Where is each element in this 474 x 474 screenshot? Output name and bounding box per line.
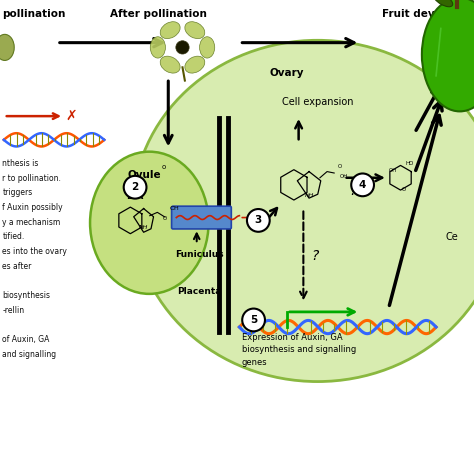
Text: HO: HO — [406, 161, 414, 166]
Ellipse shape — [422, 0, 474, 111]
Text: ?: ? — [349, 183, 357, 198]
Ellipse shape — [150, 37, 165, 58]
Text: 2: 2 — [131, 182, 139, 192]
Text: OH: OH — [170, 206, 180, 211]
Text: After pollination: After pollination — [110, 9, 207, 18]
Text: Ovary: Ovary — [270, 68, 304, 79]
Ellipse shape — [185, 56, 205, 73]
Text: biosynthesis: biosynthesis — [2, 292, 50, 300]
Text: NH: NH — [304, 193, 314, 198]
Text: O: O — [337, 164, 341, 169]
Text: -rellin: -rellin — [2, 306, 25, 315]
Text: pollination: pollination — [2, 9, 66, 18]
Text: triggers: triggers — [2, 189, 33, 197]
Text: IAA: IAA — [127, 192, 144, 201]
FancyBboxPatch shape — [172, 206, 231, 229]
Text: 5: 5 — [250, 315, 257, 325]
Text: O: O — [402, 187, 406, 192]
Text: Funiculus: Funiculus — [175, 250, 223, 259]
Text: OH: OH — [339, 174, 348, 179]
Text: Expression of Auxin, GA
biosynthesis and signalling
genes: Expression of Auxin, GA biosynthesis and… — [242, 333, 356, 367]
Text: 4: 4 — [359, 180, 366, 190]
Text: Placenta: Placenta — [177, 287, 221, 296]
Text: ✗: ✗ — [65, 109, 77, 123]
Ellipse shape — [0, 35, 14, 61]
Ellipse shape — [434, 0, 453, 7]
Circle shape — [247, 209, 270, 232]
Text: Fruit develo: Fruit develo — [382, 9, 452, 18]
Text: f Auxin possibly: f Auxin possibly — [2, 203, 63, 212]
Ellipse shape — [200, 37, 215, 58]
Text: of Auxin, GA: of Auxin, GA — [2, 336, 50, 344]
Circle shape — [242, 309, 265, 331]
Text: 3: 3 — [255, 215, 262, 226]
Circle shape — [351, 173, 374, 196]
Ellipse shape — [185, 22, 205, 38]
Text: OH: OH — [389, 168, 398, 173]
Text: Cell expansion: Cell expansion — [282, 97, 353, 107]
Text: and signalling: and signalling — [2, 350, 56, 359]
Ellipse shape — [160, 56, 180, 73]
Text: ?: ? — [311, 249, 319, 263]
Text: es into the ovary: es into the ovary — [2, 247, 67, 256]
Circle shape — [124, 176, 146, 199]
Ellipse shape — [160, 22, 180, 38]
Text: y a mechanism: y a mechanism — [2, 218, 61, 227]
Text: O: O — [163, 217, 167, 221]
Text: o: o — [162, 164, 165, 170]
Text: NH: NH — [138, 225, 148, 230]
Text: Ovule: Ovule — [128, 170, 161, 181]
Ellipse shape — [176, 41, 189, 54]
Text: nthesis is: nthesis is — [2, 159, 39, 168]
Ellipse shape — [90, 152, 209, 294]
Text: Ce: Ce — [446, 232, 458, 242]
Text: tified.: tified. — [2, 233, 25, 241]
Text: r to pollination.: r to pollination. — [2, 174, 61, 182]
Ellipse shape — [133, 40, 474, 382]
Text: es after: es after — [2, 262, 32, 271]
